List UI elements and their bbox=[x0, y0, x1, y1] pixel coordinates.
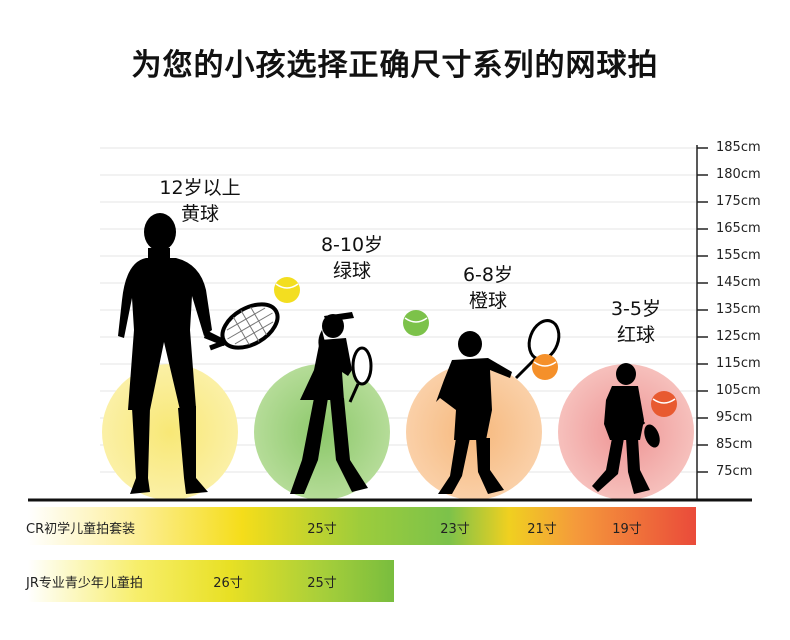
ruler-tick-label: 115cm bbox=[716, 356, 761, 371]
ruler-tick-label: 185cm bbox=[716, 140, 761, 155]
group-ball: 红球 bbox=[616, 324, 655, 346]
cr-size-label: 23寸 bbox=[440, 522, 470, 537]
jr-size-label: 26寸 bbox=[213, 576, 243, 591]
group-ball: 绿球 bbox=[332, 260, 371, 282]
orange-ball bbox=[532, 354, 558, 380]
group-label-6-8: 6-8岁 橙球 bbox=[428, 262, 548, 314]
ruler-tick-label: 125cm bbox=[716, 329, 761, 344]
group-ball: 橙球 bbox=[468, 290, 507, 312]
ruler-tick-label: 105cm bbox=[716, 383, 761, 398]
red-ball bbox=[651, 391, 677, 417]
jr-bar bbox=[28, 560, 394, 602]
group-label-3-5: 3-5岁 红球 bbox=[576, 296, 696, 348]
adult-racket bbox=[209, 302, 280, 351]
cr-size-label: 25寸 bbox=[307, 522, 337, 537]
ruler-tick-label: 155cm bbox=[716, 248, 761, 263]
group-age: 6-8岁 bbox=[462, 264, 514, 286]
girl-racket bbox=[348, 346, 373, 403]
ruler-tick-label: 135cm bbox=[716, 302, 761, 317]
ruler-tick-label: 165cm bbox=[716, 221, 761, 236]
ruler-tick-label: 175cm bbox=[716, 194, 761, 209]
ruler-tick-label: 95cm bbox=[716, 410, 753, 425]
green-ball bbox=[403, 310, 429, 336]
yellow-ball bbox=[274, 277, 300, 303]
page-title: 为您的小孩选择正确尺寸系列的网球拍 bbox=[131, 48, 659, 83]
cr-bar-label: CR初学儿童拍套装 bbox=[26, 522, 136, 537]
ruler-tick-label: 75cm bbox=[716, 464, 753, 479]
group-age: 8-10岁 bbox=[320, 234, 384, 256]
ruler-tick-label: 180cm bbox=[716, 167, 761, 182]
kid-player-silhouette bbox=[592, 363, 650, 494]
height-ruler bbox=[696, 145, 708, 500]
ruler-tick-label: 85cm bbox=[716, 437, 753, 452]
child-player-silhouette bbox=[436, 331, 512, 494]
group-age: 12岁以上 bbox=[159, 177, 241, 199]
jr-bar-label: JR专业青少年儿童拍 bbox=[26, 576, 143, 591]
ruler-tick-label: 145cm bbox=[716, 275, 761, 290]
group-age: 3-5岁 bbox=[610, 298, 662, 320]
kid-racket bbox=[634, 413, 660, 448]
yellow-zone-circle bbox=[102, 364, 238, 500]
jr-size-label: 25寸 bbox=[307, 576, 337, 591]
cr-bar bbox=[28, 507, 696, 545]
group-ball: 黄球 bbox=[180, 203, 219, 225]
group-label-adult: 12岁以上 黄球 bbox=[140, 175, 260, 227]
group-label-8-10: 8-10岁 绿球 bbox=[292, 232, 412, 284]
cr-size-label: 19寸 bbox=[612, 522, 642, 537]
girl-player-silhouette bbox=[290, 312, 368, 494]
cr-size-label: 21寸 bbox=[527, 522, 557, 537]
